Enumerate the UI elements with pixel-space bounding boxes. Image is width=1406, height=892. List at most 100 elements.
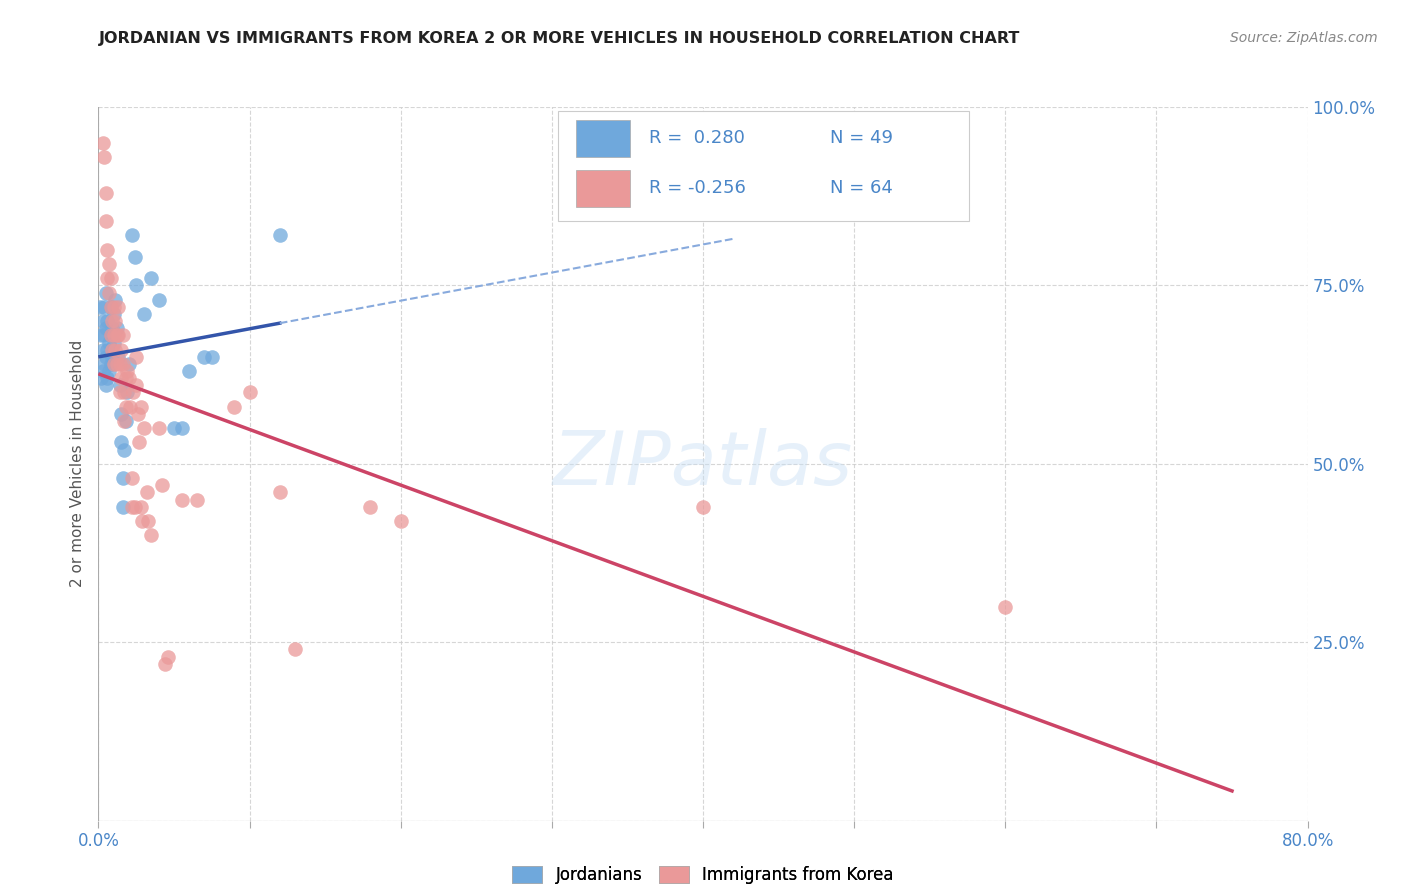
Point [100, 300, 122, 314]
Point [108, 357, 131, 371]
Point [129, 400, 152, 414]
Point [101, 314, 124, 328]
Point [125, 278, 148, 293]
Point [170, 421, 193, 435]
Point [389, 514, 412, 528]
Point [90, 328, 112, 343]
Point [111, 357, 134, 371]
Point [96, 271, 118, 285]
Point [91, 364, 114, 378]
Point [96, 243, 118, 257]
FancyBboxPatch shape [558, 111, 969, 221]
Point [90, 371, 112, 385]
Point [104, 314, 127, 328]
Bar [576, 169, 630, 207]
Point [91, 314, 114, 328]
Point [93, 300, 115, 314]
Text: Source: ZipAtlas.com: Source: ZipAtlas.com [1230, 31, 1378, 45]
Point [112, 442, 135, 457]
Point [125, 378, 148, 392]
Point [93, 357, 115, 371]
Point [107, 328, 129, 343]
Point [94, 186, 117, 200]
Point [96, 314, 118, 328]
Point [112, 385, 135, 400]
Point [121, 500, 143, 514]
Point [108, 378, 131, 392]
Point [108, 385, 131, 400]
Point [93, 328, 115, 343]
Point [150, 478, 173, 492]
Point [103, 335, 125, 350]
Point [110, 407, 132, 421]
Point [93, 150, 115, 164]
Point [136, 514, 159, 528]
Point [100, 328, 122, 343]
Point [94, 378, 117, 392]
Point [131, 514, 153, 528]
Point [121, 471, 143, 485]
Point [104, 343, 127, 357]
Text: JORDANIAN VS IMMIGRANTS FROM KOREA 2 OR MORE VEHICLES IN HOUSEHOLD CORRELATION C: JORDANIAN VS IMMIGRANTS FROM KOREA 2 OR … [98, 31, 1019, 46]
Point [105, 328, 128, 343]
Point [127, 407, 149, 421]
Point [111, 500, 134, 514]
Point [103, 300, 125, 314]
Text: R =  0.280: R = 0.280 [648, 128, 744, 146]
Point [104, 293, 127, 307]
Point [105, 357, 128, 371]
Point [105, 321, 128, 335]
Point [163, 421, 186, 435]
Point [98, 335, 121, 350]
Point [96, 343, 118, 357]
Point [201, 350, 224, 364]
Point [114, 371, 136, 385]
Point [156, 649, 179, 664]
Text: N = 64: N = 64 [830, 178, 893, 196]
Point [994, 599, 1017, 614]
Point [125, 350, 148, 364]
Point [179, 364, 201, 378]
Point [101, 350, 124, 364]
Point [128, 435, 150, 450]
Point [132, 307, 155, 321]
Point [115, 385, 138, 400]
Point [110, 343, 132, 357]
Point [103, 357, 125, 371]
Point [114, 400, 136, 414]
Point [107, 300, 129, 314]
Point [118, 371, 141, 385]
Text: R = -0.256: R = -0.256 [648, 178, 745, 196]
Point [89, 300, 111, 314]
Point [141, 271, 163, 285]
Point [98, 285, 121, 300]
Point [94, 285, 117, 300]
Point [148, 421, 170, 435]
Point [114, 414, 136, 428]
Point [692, 500, 714, 514]
Point [193, 350, 215, 364]
Point [148, 293, 170, 307]
Point [141, 528, 163, 542]
Point [100, 300, 122, 314]
Point [110, 435, 132, 450]
Point [100, 357, 122, 371]
Point [284, 642, 307, 657]
Point [91, 136, 114, 150]
Point [103, 307, 125, 321]
Point [98, 364, 121, 378]
Point [100, 328, 122, 343]
Point [224, 400, 246, 414]
Point [124, 250, 146, 264]
Point [101, 343, 124, 357]
Point [94, 350, 117, 364]
Point [360, 500, 382, 514]
Point [120, 400, 142, 414]
Point [103, 328, 125, 343]
Point [101, 321, 124, 335]
Y-axis label: 2 or more Vehicles in Household: 2 or more Vehicles in Household [70, 340, 86, 588]
Text: N = 49: N = 49 [830, 128, 893, 146]
Point [111, 471, 134, 485]
Point [121, 228, 143, 243]
Point [239, 385, 262, 400]
